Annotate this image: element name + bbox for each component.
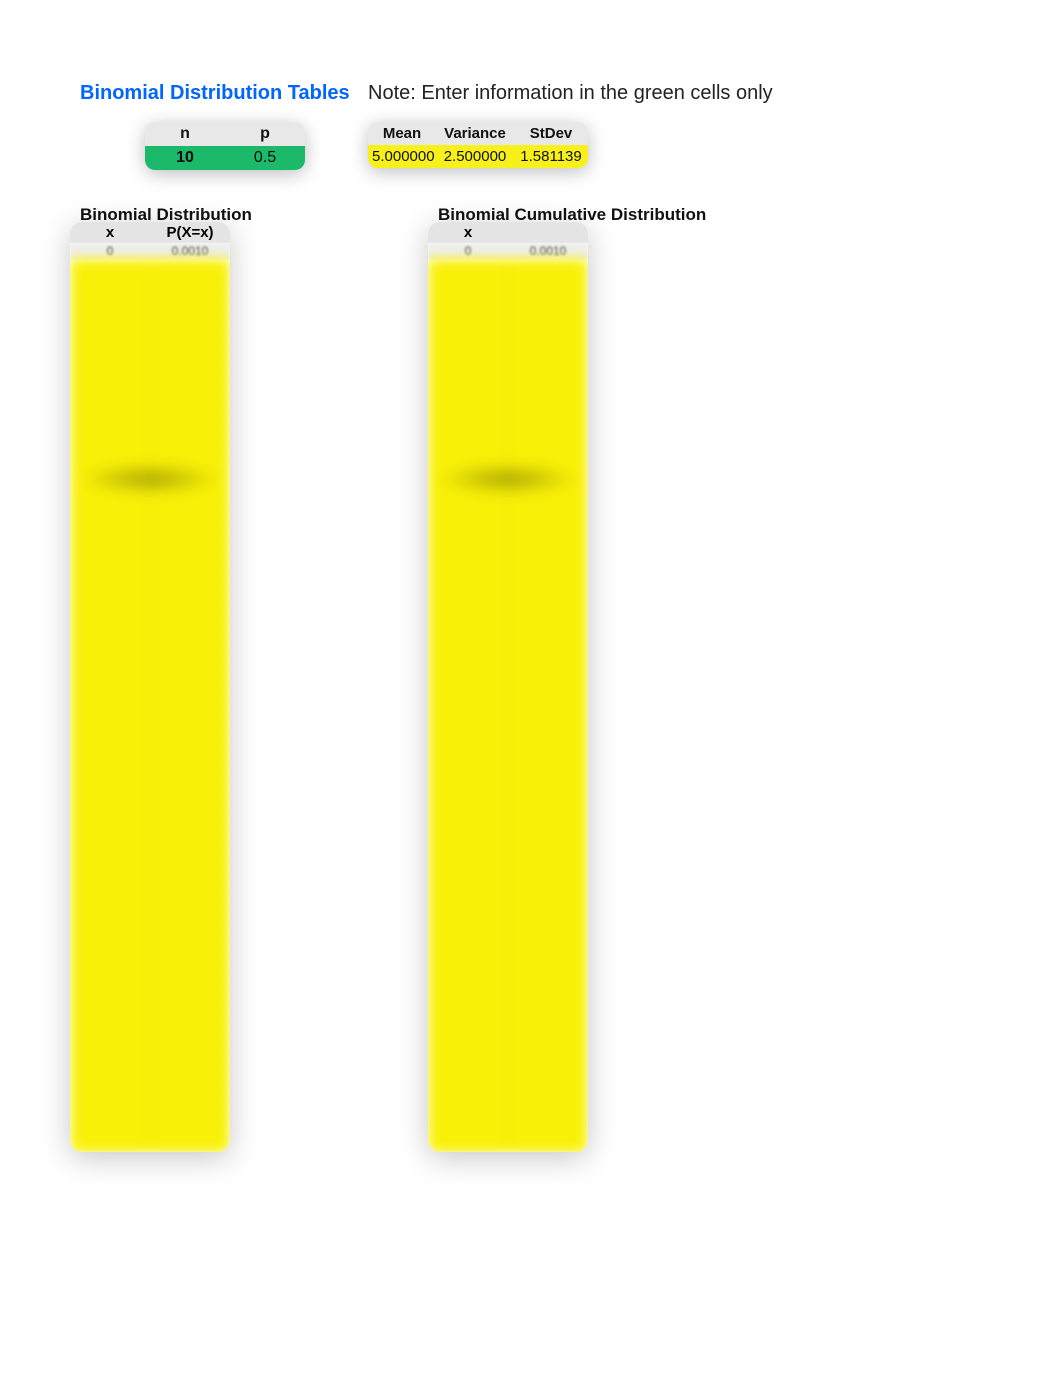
- page-title: Binomial Distribution Tables: [80, 82, 350, 105]
- pmf-smudge: [78, 464, 222, 494]
- n-input-cell[interactable]: 10: [145, 146, 225, 170]
- cdf-table-header: x: [428, 222, 588, 243]
- mean-header: Mean: [368, 122, 436, 145]
- pmf-col-x: x: [70, 222, 150, 243]
- p-header: p: [225, 122, 305, 146]
- pmf-table-header: x P(X=x): [70, 222, 230, 243]
- page: Binomial Distribution Tables Note: Enter…: [0, 0, 1062, 140]
- cdf-col-blank: [508, 222, 588, 243]
- stdev-value: 1.581139: [514, 145, 588, 168]
- variance-value: 2.500000: [436, 145, 514, 168]
- stdev-header: StDev: [514, 122, 588, 145]
- pmf-col-p: P(X=x): [150, 222, 230, 243]
- pmf-first-row: 0 0.0010: [70, 243, 230, 259]
- cdf-smudge: [436, 464, 580, 494]
- cdf-first-row: 0 0.0010: [428, 243, 588, 259]
- n-header: n: [145, 122, 225, 146]
- cdf-col-x: x: [428, 222, 508, 243]
- cdf-first-x: 0: [428, 243, 508, 259]
- pmf-table: x P(X=x) 0 0.0010: [70, 222, 230, 1152]
- stats-block: Mean Variance StDev 5.000000 2.500000 1.…: [368, 122, 588, 168]
- np-input-block: n p 10 0.5: [145, 122, 305, 170]
- mean-value: 5.000000: [368, 145, 436, 168]
- pmf-first-x: 0: [70, 243, 150, 259]
- instruction-note: Note: Enter information in the green cel…: [368, 82, 773, 105]
- pmf-table-body-blurred: [70, 259, 230, 1152]
- cdf-first-p: 0.0010: [508, 243, 588, 259]
- p-input-cell[interactable]: 0.5: [225, 146, 305, 170]
- variance-header: Variance: [436, 122, 514, 145]
- pmf-first-p: 0.0010: [150, 243, 230, 259]
- cdf-table: x 0 0.0010: [428, 222, 588, 1152]
- cdf-table-body-blurred: [428, 259, 588, 1152]
